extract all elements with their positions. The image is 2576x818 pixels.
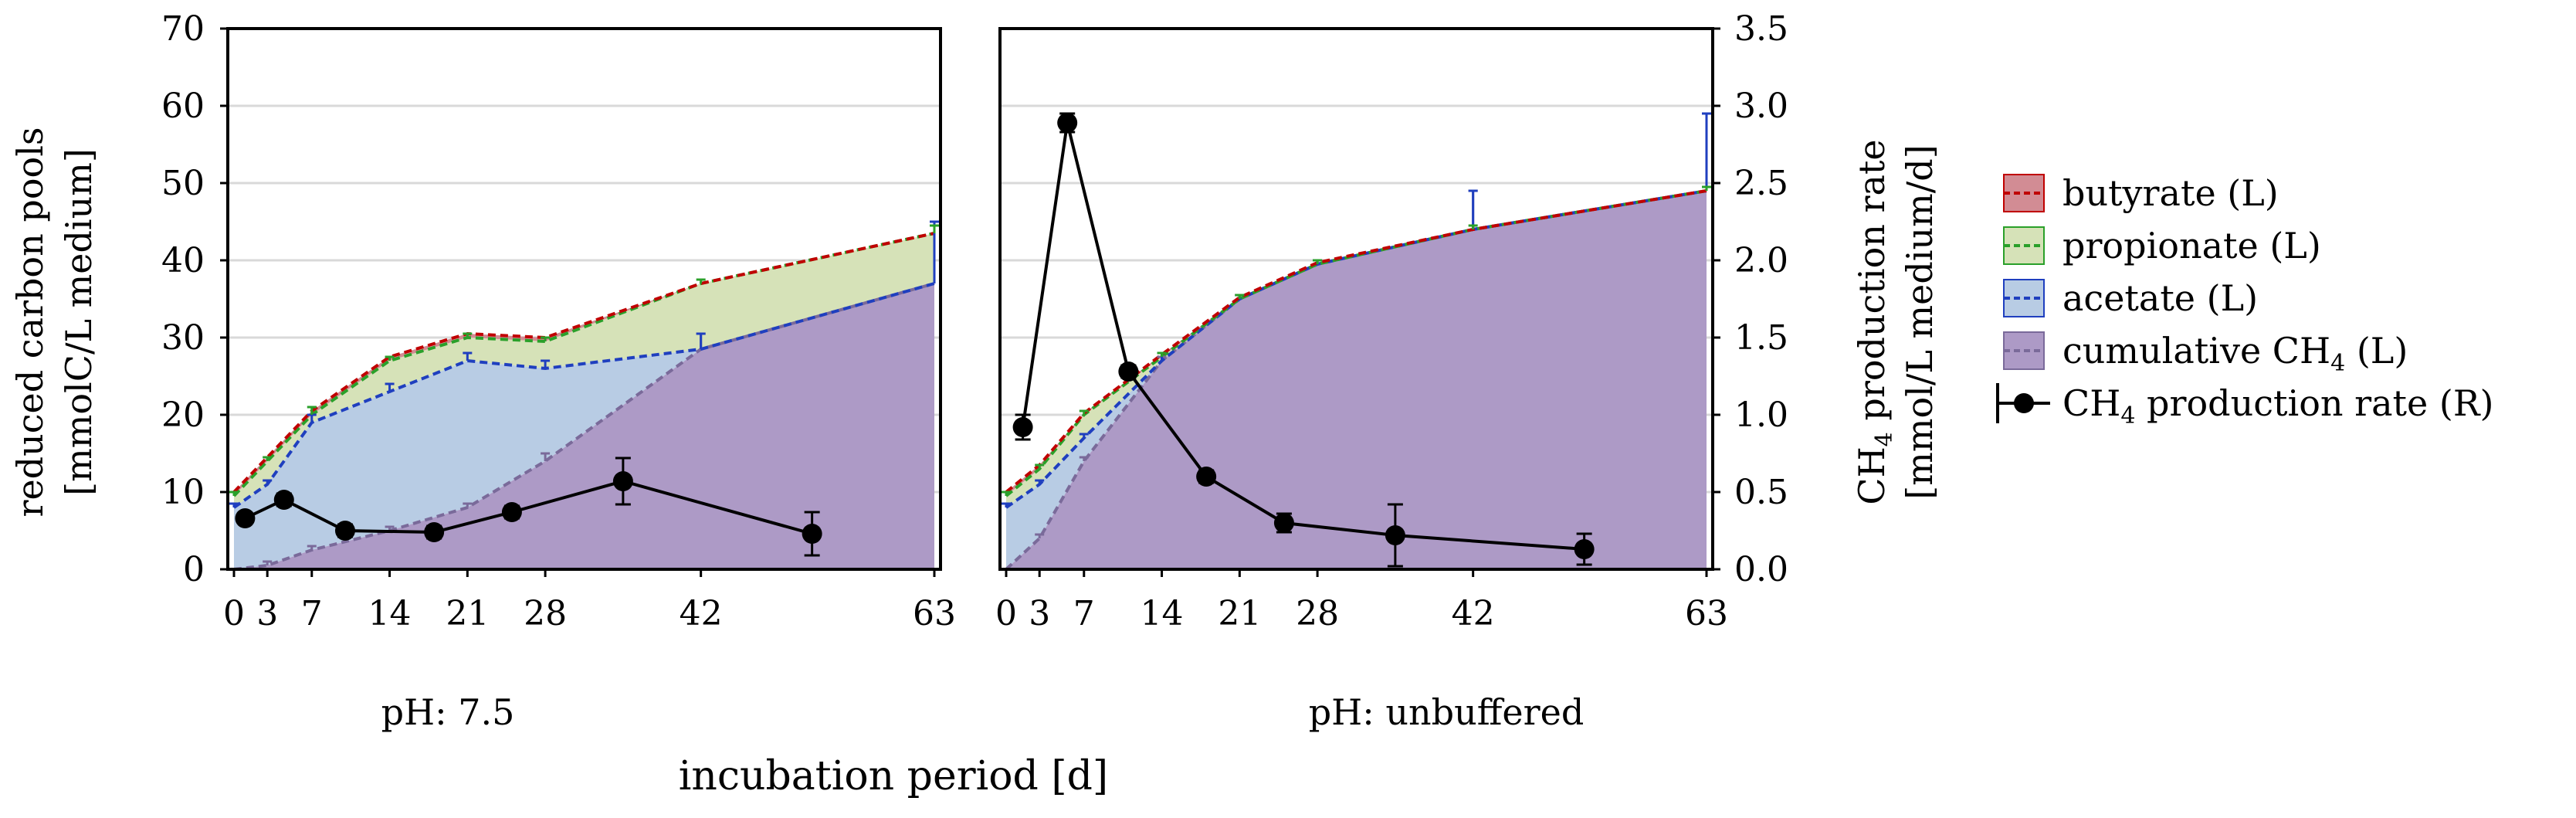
- legend: butyrate (L) propionate (L) acetate (L) cum…: [1996, 172, 2493, 429]
- x-tick-label: 42: [680, 594, 723, 633]
- y-right-tick-label: 0.0: [1734, 550, 1788, 589]
- x-tick-label: 21: [446, 594, 489, 633]
- x-axis-label: incubation period [d]: [679, 753, 1108, 799]
- y-left-tick-label: 30: [161, 318, 205, 358]
- legend-label-text: CH: [2062, 382, 2120, 424]
- y-axis-right-label-sub: 4: [1871, 432, 1898, 446]
- x-tick-label: 14: [368, 594, 412, 633]
- rate-point: [1196, 467, 1217, 487]
- rate-point: [1118, 361, 1139, 382]
- y-axis-right-label-rest: production rate: [1851, 139, 1893, 432]
- butyrate-line: [1005, 189, 1707, 494]
- y-right-tick-label: 3.0: [1734, 87, 1788, 126]
- panel-subtitle: pH: unbuffered: [1309, 691, 1585, 733]
- y-axis-right-label-line1: CH4 production rate: [1851, 139, 1898, 504]
- rate-point: [1385, 525, 1405, 545]
- x-tick-label: 14: [1141, 594, 1184, 633]
- y-axis-right-label-ch: CH: [1851, 446, 1893, 504]
- legend-label-suffix: production rate (R): [2135, 382, 2493, 424]
- x-tick-label: 21: [1218, 594, 1261, 633]
- legend-label-butyrate: butyrate (L): [2062, 172, 2279, 214]
- y-right-tick-label: 2.5: [1734, 164, 1788, 203]
- legend-label-rate: CH4 production rate (R): [2062, 382, 2493, 429]
- y-right-tick-label: 0.5: [1734, 473, 1788, 512]
- cumulative-ch4-area: [234, 283, 934, 569]
- x-tick-label: 63: [913, 594, 956, 633]
- legend-label-acetate: acetate (L): [2062, 277, 2258, 319]
- x-tick-label: 3: [1029, 594, 1050, 633]
- acetate-line: [232, 282, 935, 509]
- x-tick-label: 3: [256, 594, 278, 633]
- x-tick-label: 28: [1296, 594, 1339, 633]
- legend-label-subscript: 4: [2120, 402, 2135, 429]
- plot-frame: [226, 27, 942, 571]
- x-tick-label: 28: [524, 594, 567, 633]
- y-right-tick-label: 1.0: [1734, 395, 1788, 435]
- x-tick-label: 7: [1073, 594, 1095, 633]
- rate-point: [1574, 539, 1595, 559]
- y-axis-right-label-line2: [mmol/L medium/d]: [1899, 144, 1940, 499]
- plot-frame: [998, 27, 1714, 571]
- rate-point: [273, 490, 294, 510]
- y-left-tick-label: 40: [161, 241, 205, 280]
- rate-point: [1273, 513, 1294, 533]
- cumulative-ch4-line: [233, 282, 935, 571]
- legend-swatch-rate-marker: [2014, 393, 2034, 413]
- rate-point: [612, 471, 633, 491]
- rate-point: [501, 502, 522, 522]
- panel-ph-unbuffered: 0 3 7 14 21 28 42 630.0 0.5 1.0 1.5 2.0 2.5 3.0 3.5 pH:…: [995, 9, 1788, 733]
- propionate-line: [232, 232, 935, 497]
- y-left-tick-label: 0: [183, 550, 205, 589]
- y-left-tick-label: 50: [161, 164, 205, 203]
- rate-point: [1012, 417, 1033, 437]
- y-axis-left-label-line1: reduced carbon pools: [9, 127, 51, 517]
- cumulative-ch4-area: [1006, 191, 1707, 569]
- legend-label-ch4: cumulative CH4 (L): [2062, 330, 2408, 377]
- y-right-tick-label: 1.5: [1734, 318, 1788, 358]
- y-left-tick-label: 60: [161, 87, 205, 126]
- butyrate-line: [232, 232, 935, 494]
- rate-point: [334, 521, 355, 541]
- x-tick-label: 0: [223, 594, 245, 633]
- legend-label-text: acetate (L): [2062, 277, 2258, 319]
- legend-label-text: propionate (L): [2062, 225, 2321, 266]
- rate-point: [1057, 113, 1078, 133]
- rate-point: [235, 508, 256, 528]
- x-tick-label: 7: [301, 594, 323, 633]
- y-right-tick-label: 3.5: [1734, 9, 1788, 49]
- x-tick-label: 63: [1685, 594, 1728, 633]
- rate-point: [802, 524, 822, 544]
- panel-subtitle: pH: 7.5: [381, 691, 515, 733]
- legend-label-subscript: 4: [2330, 350, 2345, 377]
- y-right-tick-label: 2.0: [1734, 241, 1788, 280]
- y-left-tick-label: 70: [161, 9, 205, 49]
- acetate-area: [234, 283, 934, 569]
- legend-label-propionate: propionate (L): [2062, 225, 2321, 266]
- legend-label-text: cumulative CH: [2062, 330, 2330, 372]
- rate-point: [424, 522, 445, 542]
- y-axis-left-label-line2: [mmolC/L medium]: [58, 148, 100, 496]
- legend-label-suffix: (L): [2345, 330, 2408, 372]
- y-left-tick-label: 10: [161, 473, 205, 512]
- legend-label-text: butyrate (L): [2062, 172, 2279, 214]
- x-tick-label: 0: [995, 594, 1017, 633]
- y-left-tick-label: 20: [161, 395, 205, 435]
- x-tick-label: 42: [1452, 594, 1495, 633]
- propionate-area: [234, 233, 934, 507]
